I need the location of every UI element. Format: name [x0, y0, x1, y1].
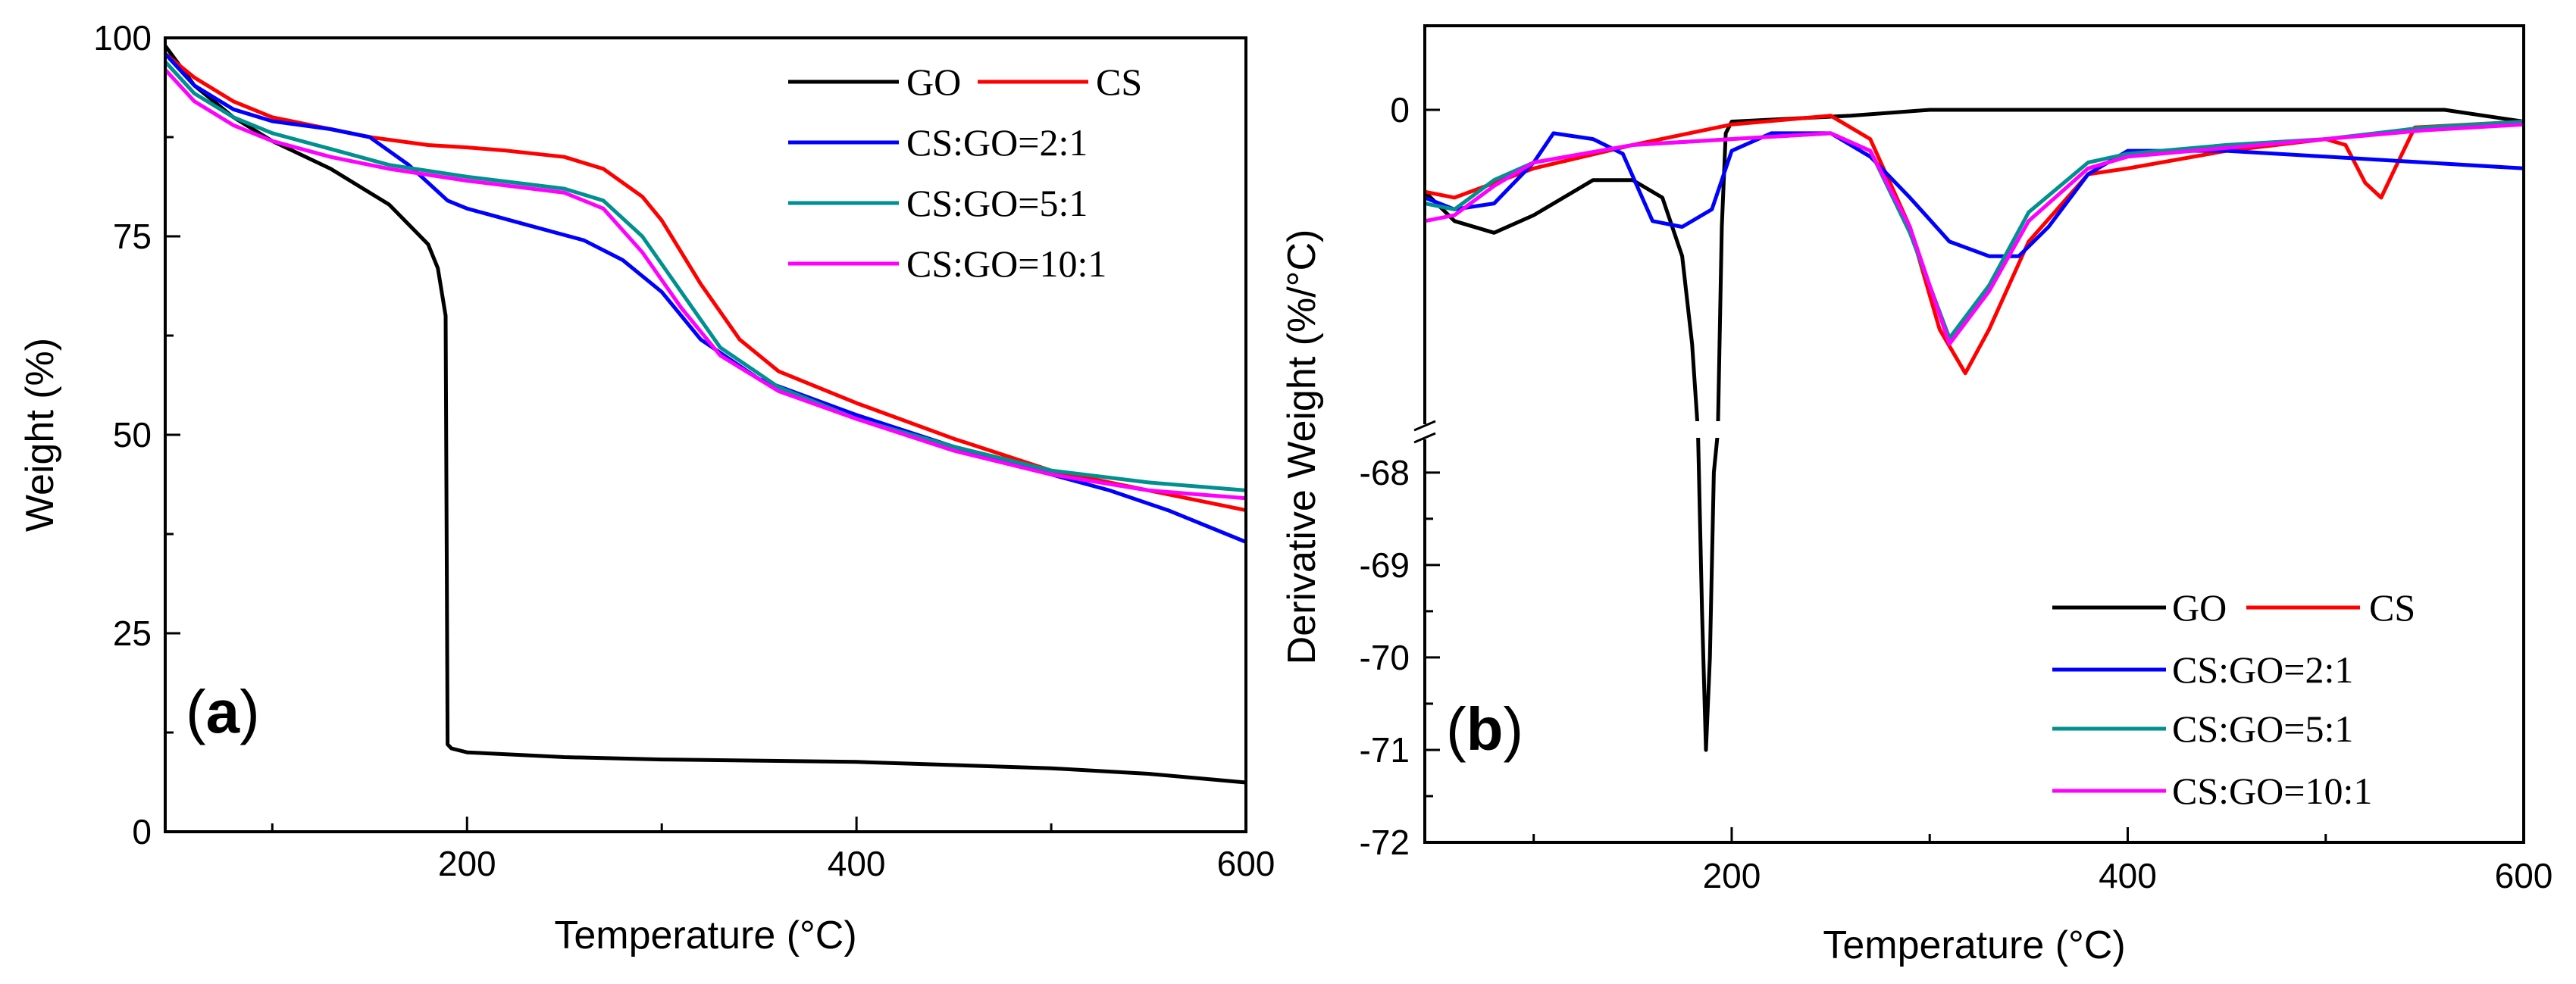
- panel-b-y-tick-label: -72: [1360, 823, 1410, 862]
- panel-b-legend-label-cs-go-5-1: CS:GO=5:1: [2172, 708, 2353, 750]
- panel-b-y-tick-label: -69: [1360, 545, 1410, 585]
- panel-a-legend-label-cs-go-10-1: CS:GO=10:1: [906, 242, 1106, 285]
- panel-a-series-cs-go-10-1: [164, 68, 1247, 501]
- panel-b-x-ticks: 200 400 600: [1532, 827, 2553, 895]
- panel-b-y-tick-label: -70: [1360, 638, 1410, 677]
- panel-b-series-cs: [1424, 114, 2524, 376]
- panel-b-axis-break-icon: [1413, 420, 1437, 444]
- panel-a-legend-label-cs-go-5-1: CS:GO=5:1: [906, 182, 1088, 224]
- panel-a-letter: a: [206, 678, 240, 745]
- panel-a-y-ticks: 0 25 50 75 100: [93, 18, 180, 851]
- panel-b-y-axis-label: Derivative Weight (%/°C): [1280, 230, 1324, 665]
- panel-b-legend: GO CS CS:GO=2:1 CS:GO=5:1 CS:GO=10:1: [2052, 586, 2415, 812]
- panel-a-series-cs: [164, 52, 1247, 513]
- panel-b-y-tick-label: 0: [1390, 90, 1410, 130]
- panel-a-tga-chart: 200 400 600 0 25 50 75 100 Temperature (°C) We…: [18, 18, 1275, 957]
- panel-b-y-tick-label: -71: [1360, 730, 1410, 770]
- panel-b-legend-label-cs: CS: [2369, 586, 2415, 629]
- panel-b-y-tick-label: -68: [1360, 453, 1410, 492]
- panel-b-series-go: [1423, 108, 2524, 752]
- panel-b-x-tick-label: 600: [2495, 856, 2553, 895]
- panel-b-spike-break-gap: [1692, 421, 1732, 438]
- panel-b-legend-label-go: GO: [2172, 586, 2227, 629]
- panel-a-x-tick-label: 400: [828, 844, 886, 883]
- panel-b-plot-frame: [1423, 24, 2525, 844]
- panel-a-series: [163, 45, 1247, 785]
- panel-a-y-tick-label: 100: [93, 18, 152, 58]
- panel-a-legend-label-cs-go-2-1: CS:GO=2:1: [906, 121, 1088, 164]
- panel-a-y-tick-label: 75: [113, 217, 152, 256]
- panel-b-series-cs-go-10-1: [1424, 122, 2524, 346]
- panel-b-legend-label-cs-go-10-1: CS:GO=10:1: [2172, 770, 2372, 812]
- panel-a-y-tick-label: 25: [113, 614, 152, 653]
- panel-a-y-tick-label: 0: [132, 812, 152, 851]
- panel-b-series: [1423, 108, 2524, 752]
- panel-b-x-tick-label: 200: [1703, 856, 1761, 895]
- panel-b-legend-label-cs-go-2-1: CS:GO=2:1: [2172, 648, 2353, 691]
- panel-a-legend-label-cs: CS: [1096, 61, 1142, 103]
- panel-b-y-ticks: 0 -68 -69 -70 -71 -72: [1360, 90, 1440, 862]
- panel-a-x-axis-label: Temperature (°C): [554, 914, 856, 957]
- panel-b-x-axis-label: Temperature (°C): [1823, 923, 2125, 967]
- panel-a-x-tick-label: 200: [438, 844, 496, 883]
- panel-b-label: (b): [1446, 695, 1523, 763]
- panel-b-dtg-chart: 200 400 600 0 -68 -69 -70 -71 -72 Temperature (…: [1280, 24, 2553, 967]
- panel-b-x-tick-label: 400: [2099, 856, 2157, 895]
- panel-a-x-tick-label: 600: [1217, 844, 1275, 883]
- panel-a-x-ticks: 200 400 600: [271, 817, 1275, 883]
- panel-b-letter: b: [1466, 695, 1504, 763]
- panel-a-label: (a): [186, 678, 260, 745]
- panel-a-y-axis-label: Weight (%): [18, 338, 62, 532]
- panel-a-y-tick-label: 50: [113, 415, 152, 455]
- panel-a-legend-label-go: GO: [906, 61, 961, 103]
- panel-a-series-cs-go-5-1: [164, 60, 1247, 492]
